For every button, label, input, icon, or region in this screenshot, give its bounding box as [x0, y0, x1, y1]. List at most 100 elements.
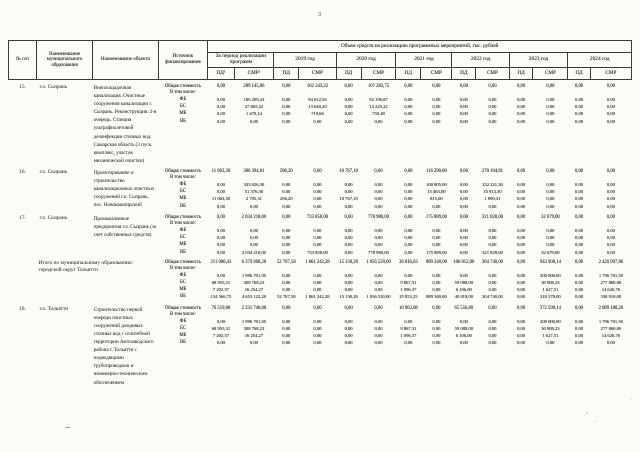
value-line: 0,00: [374, 287, 383, 293]
value-line: 30 908,23: [541, 325, 560, 331]
col-header-year-2019: 2019 год: [273, 52, 337, 68]
value-line: 0,00: [459, 168, 468, 174]
value-line: 27 865,42: [244, 104, 264, 110]
value-line: 0,00: [575, 287, 584, 293]
value-line: 308 768,23: [243, 325, 265, 331]
col-header-year-2021: 2021 год: [395, 52, 453, 68]
value-line: 0,00: [488, 340, 497, 346]
value-line: 0,00: [575, 242, 584, 248]
value-cell: 211 086,43 0,00 68 955,31 7 202,37 134 566,7…: [208, 256, 234, 302]
value-cell: 0,00 0,00 0,00 0,00 0,00: [421, 302, 452, 394]
value-line: 0,00: [313, 279, 322, 285]
value-line: 0,00: [459, 272, 468, 278]
funding-label: Общая стоимость: [164, 214, 202, 220]
value-cell: 175 889,00 0,00 0,00 0,00 175 889,00: [421, 211, 452, 256]
sub-header-smr: СМР: [360, 67, 397, 80]
value-line: 0,00: [459, 249, 468, 255]
value-cell: 0,00 0,00 0,00 0,00 0,00: [533, 80, 568, 165]
sub-header-pd: ПД: [395, 67, 422, 80]
value-line: 2 420 097,86: [598, 259, 624, 265]
value-line: 0,00: [606, 84, 615, 89]
value-line: 0,00: [344, 249, 353, 255]
value-line: 107 283,75: [367, 84, 390, 89]
row-number: 15.: [19, 84, 26, 90]
scan-artifact: [630, 398, 631, 400]
value-line: 1 096,37: [400, 287, 417, 293]
value-line: 25 853,25: [399, 294, 418, 300]
value-line: 778 980,00: [368, 249, 389, 255]
value-cell: 11 063,30 0,00 0,00 11 063,30 0,00: [208, 165, 234, 211]
value-line: 200 000,00: [540, 318, 561, 324]
value-cell: 270 104,81 232 221,30 35 913,30 1 890,31 0,0…: [476, 165, 510, 211]
value-line: 0,00: [374, 168, 383, 174]
value-line: 0,00: [517, 118, 526, 124]
value-line: 386 394,81: [243, 168, 265, 174]
value-line: 0,00: [459, 97, 468, 102]
value-line: 0,00: [606, 249, 615, 255]
value-line: 11 063,30: [211, 196, 231, 202]
funding-source-cell: Общая стоимость В том числе: ФБ БС МБ ВБ: [158, 165, 208, 211]
value-line: 0,00: [313, 287, 322, 293]
municipality-cell: г.о. Сызрань: [39, 214, 68, 221]
value-line: 0,00: [488, 318, 497, 324]
value-line: 0,00: [313, 181, 322, 187]
value-line: 10 963,68: [399, 305, 418, 311]
value-line: 16 254,27: [244, 287, 264, 293]
value-line: 0,00: [374, 272, 383, 278]
value-line: 0,00: [344, 104, 353, 110]
value-line: 0,00: [282, 325, 291, 331]
value-line: 289 145,06: [243, 84, 265, 89]
value-line: 0,00: [404, 168, 413, 174]
value-line: 0,00: [606, 235, 615, 241]
value-line: 0,00: [546, 235, 555, 241]
value-cell: 36 816,63 0,00 9 867,31 1 096,37 25 853,25: [396, 256, 421, 302]
funding-label: МБ: [179, 111, 187, 117]
value-line: 0,00: [488, 104, 497, 110]
value-cell: 0,00 0,00 0,00 0,00 0,00: [509, 165, 533, 211]
funding-label: Общая стоимость: [164, 305, 202, 311]
municipality-cell: г.о. Тольятти: [39, 305, 69, 312]
value-line: 0,00: [404, 203, 413, 209]
value-line: 0,00: [216, 242, 225, 248]
value-cell: 0,00 0,00 0,00 0,00 0,00: [568, 302, 590, 394]
object-cell: Строительство первой очереди очистных со…: [93, 306, 154, 386]
value-line: 65 556,00: [454, 305, 474, 311]
scan-artifact: [65, 427, 70, 428]
value-line: 0,00: [374, 196, 383, 202]
value-line: 0,00: [216, 111, 225, 117]
value-cell: 0,00 0,00 0,00 0,00 0,00: [299, 165, 336, 211]
value-line: 0,00: [575, 279, 584, 285]
value-line: 14 626,76: [601, 333, 621, 339]
value-line: 0,00: [374, 235, 383, 241]
value-line: 1 056 520,00: [366, 259, 391, 265]
value-cell: 0,00 0,00 0,00 0,00 0,00: [396, 80, 421, 165]
value-line: 134 566,75: [210, 294, 232, 300]
value-line: 0,00: [313, 189, 322, 195]
value-cell: 0,00 0,00 0,00 0,00 0,00: [361, 165, 396, 211]
sub-header-smr: СМР: [589, 67, 633, 80]
value-line: 0,00: [313, 325, 322, 331]
value-cell: 0,00 0,00 0,00 0,00 0,00: [274, 211, 299, 256]
value-line: 0,00: [404, 97, 413, 102]
value-line: 0,00: [517, 305, 526, 311]
value-line: 0,00: [517, 84, 526, 89]
table-row: 17. г.о. Сызрань Промышленные предприятия …: [9, 211, 632, 256]
value-line: 0,00: [344, 189, 353, 195]
value-cell: 65 556,00 0,00 59 088,00 6 106,00 0,00: [452, 302, 476, 394]
funding-source-cell: Общая стоимость В том числе: ФБ БС МБ ВБ: [158, 302, 208, 394]
value-line: 0,00: [404, 318, 413, 324]
value-line: 0,00: [313, 203, 322, 209]
value-line: 51 376,30: [244, 189, 264, 195]
value-line: 52 767,58: [277, 294, 296, 300]
value-line: 0,00: [517, 189, 526, 195]
funding-label: ВБ: [179, 203, 186, 209]
value-line: 0,00: [313, 318, 322, 324]
value-line: 0,00: [344, 84, 353, 89]
sub-header-smr: СМР: [475, 67, 510, 80]
table-body: 15. г.о. Сызрань Внеплощадочная канализаци…: [9, 80, 632, 394]
value-line: 0,00: [404, 196, 413, 202]
table-row: 16. г.о. Сызрань Проектирование и строител…: [9, 165, 632, 211]
value-line: 14 626,76: [601, 287, 621, 293]
value-line: 0,00: [432, 325, 441, 331]
